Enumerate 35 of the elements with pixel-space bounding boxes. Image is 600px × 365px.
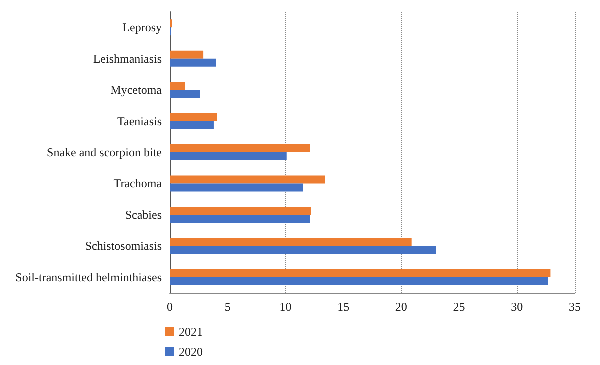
bar bbox=[170, 90, 200, 98]
x-tick-label: 15 bbox=[338, 300, 350, 314]
x-tick-label: 35 bbox=[569, 300, 581, 314]
bar bbox=[170, 277, 548, 286]
bar bbox=[170, 238, 412, 246]
y-tick-label: Mycetoma bbox=[110, 83, 163, 98]
bar bbox=[170, 82, 186, 90]
bar bbox=[170, 246, 436, 254]
x-tick-label: 25 bbox=[453, 300, 466, 314]
x-tick-label: 0 bbox=[167, 300, 173, 314]
x-tick-label: 5 bbox=[224, 300, 231, 314]
x-tick-label: 10 bbox=[280, 300, 292, 314]
y-tick-label: Schistosomiasis bbox=[85, 239, 162, 254]
bar bbox=[170, 144, 310, 152]
bar bbox=[170, 176, 326, 184]
bar bbox=[170, 50, 204, 59]
x-tick-label: 30 bbox=[511, 300, 524, 314]
bar bbox=[170, 184, 304, 192]
legend-label: 2021 bbox=[179, 325, 203, 339]
bar bbox=[170, 214, 310, 223]
y-tick-label: Taeniasis bbox=[118, 114, 162, 128]
bar bbox=[170, 269, 551, 278]
bar bbox=[170, 121, 214, 130]
legend-label: 2020 bbox=[179, 345, 203, 359]
bar bbox=[170, 206, 312, 215]
y-tick-label: Leishmaniasis bbox=[93, 52, 162, 66]
y-tick-label: Soil-transmitted helminthiases bbox=[16, 270, 162, 284]
y-tick-label: Leprosy bbox=[122, 20, 162, 35]
x-tick-label: 20 bbox=[395, 300, 408, 314]
bar bbox=[170, 113, 218, 122]
bar bbox=[170, 58, 216, 67]
bar bbox=[170, 152, 287, 160]
y-tick-label: Snake and scorpion bite bbox=[47, 146, 162, 160]
y-tick-label: Scabies bbox=[125, 208, 162, 222]
y-tick-label: Trachoma bbox=[114, 176, 163, 191]
